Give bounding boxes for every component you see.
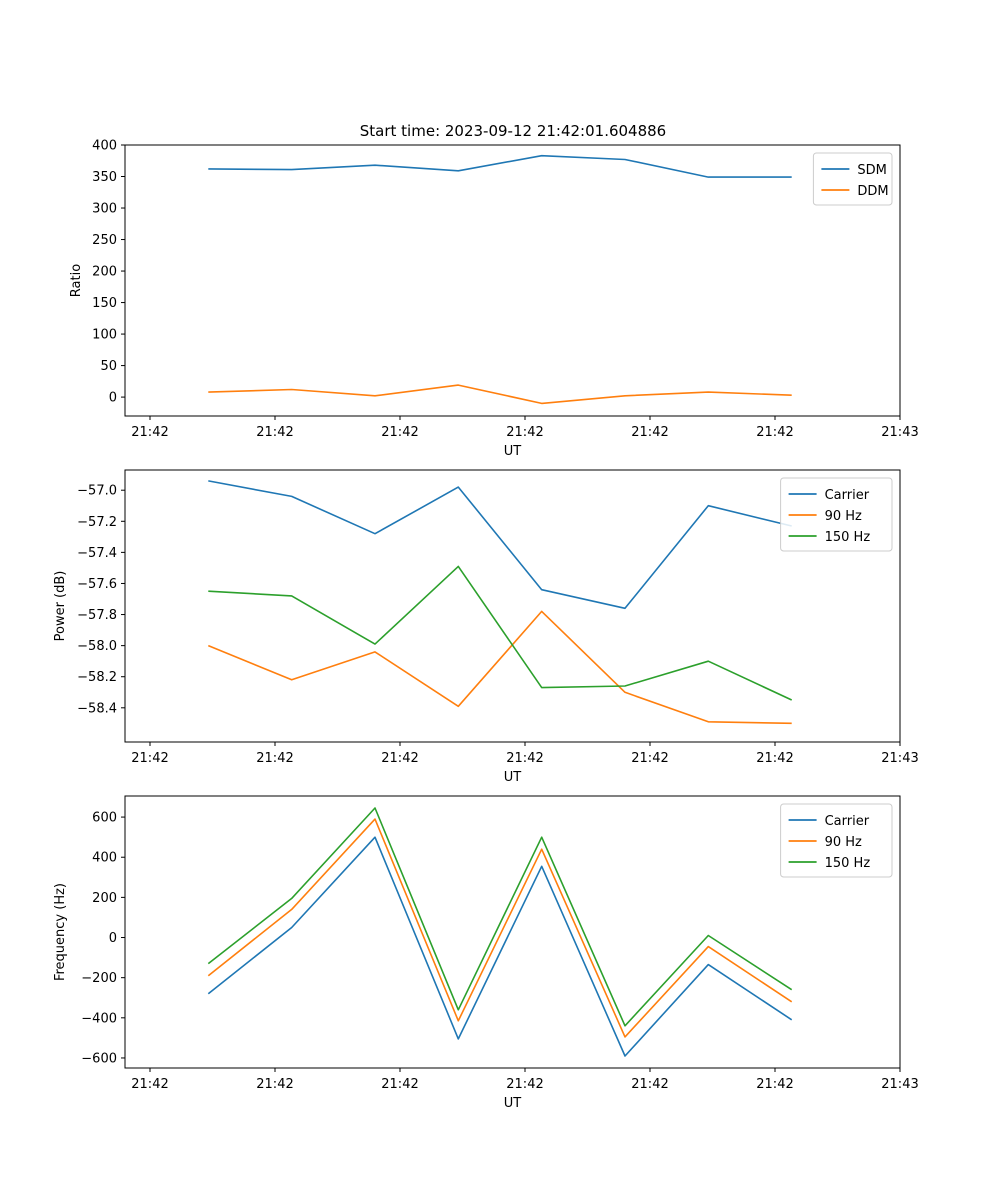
legend-label: Carrier [825, 814, 870, 829]
chart-panel-1: 21:42 21:42 21:42 21:42 21:42 21:42 21:43 0 50 10… [69, 139, 919, 460]
series-line-sdm [208, 154, 792, 178]
chart-panel-2: 21:42 21:42 21:42 21:42 21:42 21:42 21:43 −58.4… [53, 469, 919, 785]
x-tick-label: 21:42 [131, 1077, 168, 1092]
axes-frame [124, 469, 901, 743]
axes-frame [124, 144, 901, 417]
legend-label: 90 Hz [825, 509, 862, 524]
x-tick-label: 21:42 [756, 751, 793, 766]
y-tick-label: −57.0 [77, 484, 117, 499]
y-tick-label: 100 [92, 328, 117, 343]
x-tick-label: 21:42 [631, 1077, 668, 1092]
series-line-150-hz [208, 565, 793, 701]
y-tick-label: −57.4 [77, 546, 117, 561]
y-tick-label: 0 [109, 931, 117, 946]
x-tick-label: 21:42 [506, 425, 543, 440]
y-tick-label: 200 [92, 891, 117, 906]
chart-panel-3: 21:42 21:42 21:42 21:42 21:42 21:42 21:43 −600 −… [53, 795, 919, 1111]
y-tick-label: 250 [92, 233, 117, 248]
legend-label: 150 Hz [825, 856, 871, 871]
x-tick-label: 21:42 [131, 751, 168, 766]
x-tick-label: 21:43 [881, 1077, 918, 1092]
y-axis-label: Ratio [69, 264, 84, 297]
legend-box [780, 477, 893, 552]
x-tick-label: 21:42 [256, 1077, 293, 1092]
x-tick-label: 21:42 [631, 425, 668, 440]
y-tick-label: 400 [92, 851, 117, 866]
y-tick-label: −57.6 [77, 577, 117, 592]
x-tick-label: 21:42 [756, 1077, 793, 1092]
x-tick-label: 21:42 [131, 425, 168, 440]
x-tick-label: 21:43 [881, 751, 918, 766]
x-tick-label: 21:42 [631, 751, 668, 766]
y-tick-label: 0 [109, 391, 117, 406]
legend: Carrier 90 Hz 150 Hz [780, 477, 893, 552]
axes-frame [124, 795, 901, 1069]
legend-label: Carrier [825, 488, 870, 503]
x-tick-label: 21:42 [381, 751, 418, 766]
y-tick-label: 50 [100, 359, 117, 374]
y-tick-label: 200 [92, 265, 117, 280]
y-tick-label: −58.0 [77, 639, 117, 654]
x-axis-label: UT [504, 1096, 522, 1111]
y-tick-label: 600 [92, 811, 117, 826]
figure-title: Start time: 2023-09-12 21:42:01.604886 [360, 122, 666, 140]
y-axis-label: Frequency (Hz) [53, 883, 68, 981]
y-tick-label: 300 [92, 202, 117, 217]
legend-label: 150 Hz [825, 530, 871, 545]
legend-label: SDM [857, 163, 886, 178]
y-tick-label: −58.4 [77, 701, 117, 716]
legend-label: 90 Hz [825, 835, 862, 850]
x-tick-label: 21:42 [506, 1077, 543, 1092]
legend-label: DDM [857, 184, 888, 199]
series-line-carrier [207, 836, 793, 1057]
series-line-90-hz [207, 818, 793, 1038]
series-line-90-hz [207, 610, 792, 725]
y-tick-label: 400 [92, 139, 117, 154]
y-tick-label: −400 [81, 1011, 117, 1026]
y-tick-label: −57.8 [77, 608, 117, 623]
series-line-ddm [208, 384, 792, 405]
series-line-carrier [208, 480, 792, 610]
y-tick-label: 150 [92, 296, 117, 311]
x-tick-label: 21:42 [381, 425, 418, 440]
x-axis-label: UT [504, 770, 522, 785]
x-axis-label: UT [504, 444, 522, 459]
series-line-150-hz [207, 807, 793, 1027]
y-tick-label: −58.2 [77, 670, 117, 685]
y-tick-label: −200 [81, 971, 117, 986]
legend-box [780, 803, 893, 878]
legend-box [812, 152, 893, 206]
y-tick-label: 350 [92, 170, 117, 185]
y-tick-label: −600 [81, 1051, 117, 1066]
x-tick-label: 21:42 [756, 425, 793, 440]
x-tick-label: 21:42 [506, 751, 543, 766]
y-tick-label: −57.2 [77, 515, 117, 530]
x-tick-label: 21:42 [256, 425, 293, 440]
legend: Carrier 90 Hz 150 Hz [780, 803, 893, 878]
y-axis-label: Power (dB) [53, 571, 68, 642]
x-tick-label: 21:42 [256, 751, 293, 766]
legend: SDM DDM [812, 152, 893, 206]
x-tick-label: 21:42 [381, 1077, 418, 1092]
x-tick-label: 21:43 [881, 425, 918, 440]
